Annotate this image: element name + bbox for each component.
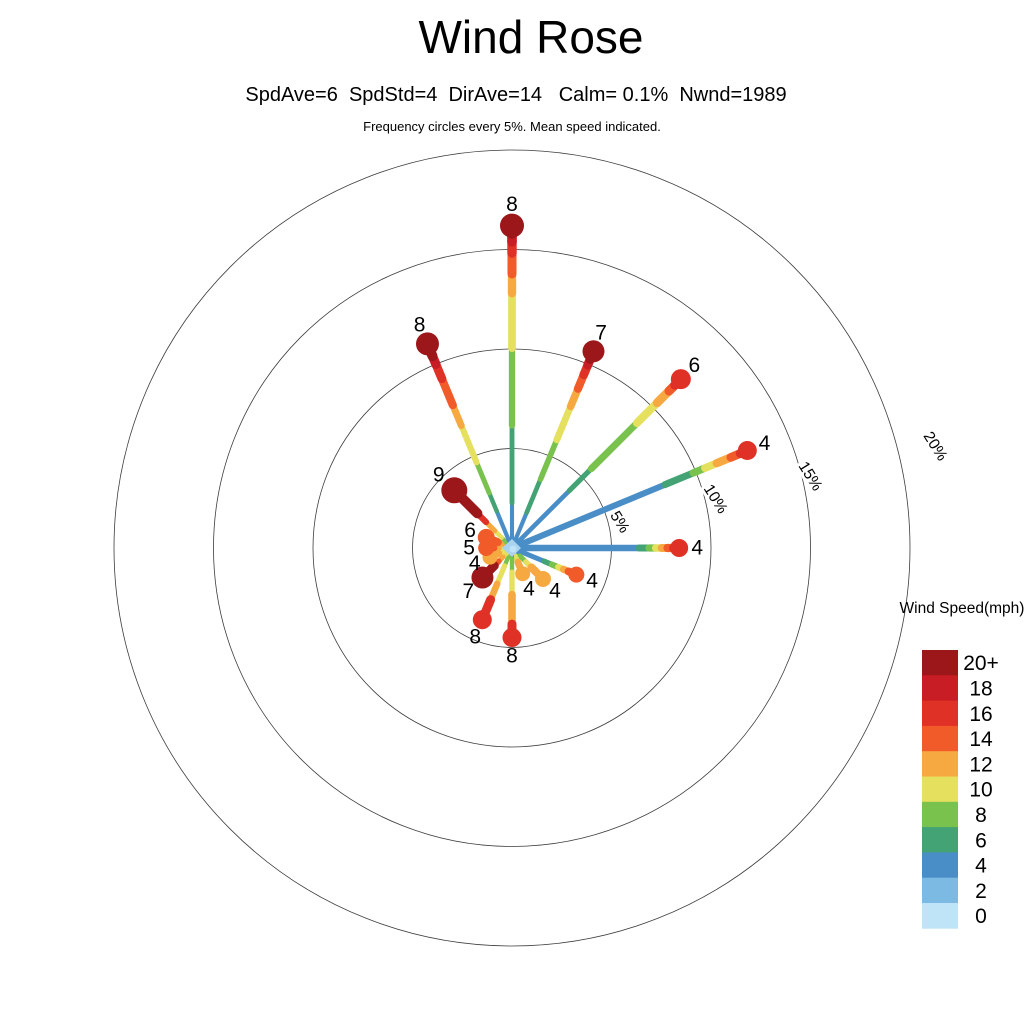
spoke-SW-mean-speed-label: 7 xyxy=(462,580,474,603)
spoke-NNE-mean-speed-label: 7 xyxy=(595,321,607,344)
spoke-SW-tip-dot xyxy=(471,566,494,589)
spoke-N-tip-dot xyxy=(500,213,524,238)
legend-swatch-2 xyxy=(922,877,958,904)
spoke-NW-tip-dot xyxy=(441,477,468,504)
spoke-S-tip-dot xyxy=(502,628,522,648)
spoke-NNE-band-8 xyxy=(537,436,560,482)
spoke-NNW-mean-speed-label: 8 xyxy=(414,313,426,336)
legend-label-14: 14 xyxy=(969,728,993,751)
calm-center-dot xyxy=(509,545,517,553)
legend-swatch-12 xyxy=(922,751,958,777)
spoke-N-mean-speed-label: 8 xyxy=(506,193,518,216)
spoke-WNW-mean-speed-label: 6 xyxy=(464,519,476,542)
spoke-SE-tip-dot xyxy=(534,570,551,587)
spoke-SSW-mean-speed-label: 8 xyxy=(469,625,481,648)
spoke-ENE-band-6 xyxy=(661,469,697,489)
frequency-ring-20 xyxy=(113,149,911,947)
spoke-NNE-band-10 xyxy=(553,402,575,444)
legend-label-12: 12 xyxy=(969,753,992,776)
legend-swatch-20plus xyxy=(922,650,958,676)
spoke-WNW-tip-dot xyxy=(477,528,495,546)
spoke-NE-mean-speed-label: 6 xyxy=(688,354,700,377)
spoke-NNW-band-8 xyxy=(473,459,492,496)
spoke-WSW-mean-speed-label: 4 xyxy=(469,552,481,575)
legend-swatch-14 xyxy=(922,725,958,752)
spoke-E-tip-dot xyxy=(670,539,689,557)
legend-swatch-16 xyxy=(922,700,958,727)
legend-label-0: 0 xyxy=(975,905,987,928)
spoke-W-mean-speed-label: 5 xyxy=(463,537,475,560)
legend-label-10: 10 xyxy=(969,779,992,802)
spoke-NNW-band-10 xyxy=(458,422,480,466)
ring-label-10: 10% xyxy=(700,482,731,518)
legend-swatch-10 xyxy=(922,776,958,803)
spoke-S-mean-speed-label: 8 xyxy=(506,645,518,668)
spoke-NE-tip-dot xyxy=(670,369,691,390)
spoke-ENE-band-4 xyxy=(508,481,669,552)
spoke-NNW-band-14 xyxy=(437,374,457,410)
spoke-NNW-band-6 xyxy=(486,490,500,514)
spoke-NNE-band-6 xyxy=(524,476,543,515)
chart-title: Wind Rose xyxy=(418,11,644,63)
legend-swatch-0 xyxy=(922,903,958,929)
spoke-ESE-mean-speed-label: 4 xyxy=(586,570,598,593)
legend-label-6: 6 xyxy=(975,829,987,852)
spoke-ESE-tip-dot xyxy=(568,566,585,583)
spoke-NW-mean-speed-label: 9 xyxy=(433,463,445,486)
legend-title: Wind Speed(mph) xyxy=(900,600,1024,617)
legend-swatch-6 xyxy=(922,827,958,853)
spoke-SE-mean-speed-label: 4 xyxy=(549,579,561,602)
spoke-NE-band-6 xyxy=(566,466,594,494)
chart-stats-line: SpdAve=6 SpdStd=4 DirAve=14 Calm= 0.1% N… xyxy=(245,84,787,106)
spoke-NE-band-8 xyxy=(587,419,641,473)
legend-swatch-4 xyxy=(922,852,958,879)
spoke-SSE-mean-speed-label: 4 xyxy=(523,577,535,600)
legend-label-2: 2 xyxy=(975,880,987,903)
spoke-ENE-tip-dot xyxy=(737,441,757,461)
legend-swatch-8 xyxy=(922,801,958,828)
chart-caption: Frequency circles every 5%. Mean speed i… xyxy=(363,119,661,134)
spoke-ENE-mean-speed-label: 4 xyxy=(759,432,771,455)
spoke-E-mean-speed-label: 4 xyxy=(691,537,703,560)
legend-label-18: 18 xyxy=(969,677,992,700)
ring-label-15: 15% xyxy=(795,459,826,495)
spoke-SSE-tip-dot xyxy=(515,566,531,582)
legend-swatch-18 xyxy=(922,675,958,701)
spoke-NE-band-10 xyxy=(632,398,662,428)
spoke-SSW-tip-dot xyxy=(472,610,492,630)
spoke-NNE-tip-dot xyxy=(582,340,605,363)
legend-label-8: 8 xyxy=(975,804,987,827)
legend-label-16: 16 xyxy=(969,703,992,726)
ring-label-20: 20% xyxy=(920,429,951,465)
spoke-NNW-tip-dot xyxy=(415,332,439,356)
legend-label-4: 4 xyxy=(975,855,987,878)
spoke-NE-band-4 xyxy=(509,488,572,551)
legend-label-20plus: 20+ xyxy=(963,652,999,675)
